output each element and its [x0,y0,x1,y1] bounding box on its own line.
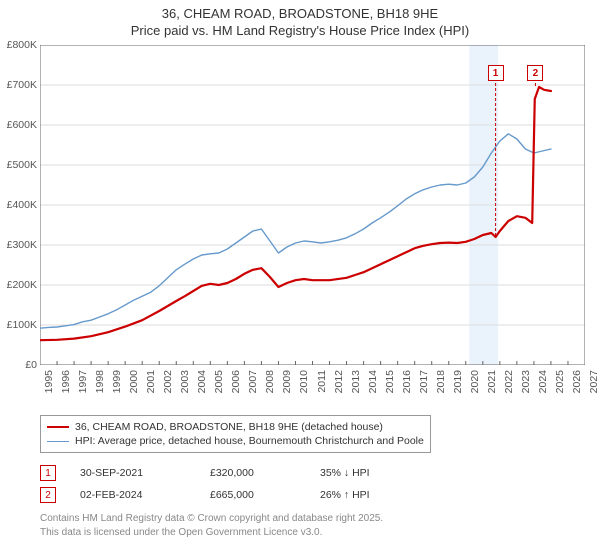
event-row: 1 30-SEP-2021 £320,000 35% ↓ HPI [40,462,440,484]
title-line2: Price paid vs. HM Land Registry's House … [0,23,600,38]
x-tick-label: 2002 [162,370,174,393]
event-delta: 26% ↑ HPI [320,489,440,501]
event-callout: 2 [527,65,543,81]
x-tick-label: 2014 [367,370,379,393]
x-tick-label: 2005 [213,370,225,393]
chart-container: 36, CHEAM ROAD, BROADSTONE, BH18 9HE Pri… [0,0,600,560]
x-tick-label: 2015 [384,370,396,393]
event-price: £320,000 [210,467,320,479]
x-tick-label: 2021 [486,370,498,393]
y-tick-label: £200K [0,279,37,291]
x-tick-label: 2019 [452,370,464,393]
legend-label: 36, CHEAM ROAD, BROADSTONE, BH18 9HE (de… [75,421,383,433]
event-marker-table: 1 30-SEP-2021 £320,000 35% ↓ HPI 2 02-FE… [40,462,440,506]
y-tick-label: £300K [0,239,37,251]
title-line1: 36, CHEAM ROAD, BROADSTONE, BH18 9HE [0,6,600,21]
legend-swatch [47,441,69,442]
y-tick-label: £400K [0,199,37,211]
y-tick-label: £100K [0,319,37,331]
event-marker-badge: 1 [40,465,56,481]
x-tick-label: 2011 [316,370,328,393]
x-tick-label: 2003 [179,370,191,393]
event-marker-badge: 2 [40,487,56,503]
line-chart [40,45,585,365]
x-tick-label: 2023 [520,370,532,393]
x-tick-label: 2013 [350,370,362,393]
x-tick-label: 2016 [401,370,413,393]
event-callout: 1 [488,65,504,81]
x-tick-label: 2018 [435,370,447,393]
x-tick-label: 2022 [503,370,515,393]
footer-line1: Contains HM Land Registry data © Crown c… [40,512,383,526]
x-tick-label: 2007 [247,370,259,393]
legend-swatch [47,426,69,428]
x-tick-label: 1997 [77,370,89,393]
legend-item-hpi: HPI: Average price, detached house, Bour… [47,434,424,448]
x-tick-label: 2010 [298,370,310,393]
y-tick-label: £0 [0,359,37,371]
x-tick-label: 2006 [230,370,242,393]
x-tick-label: 2008 [264,370,276,393]
x-tick-label: 2024 [537,370,549,393]
y-tick-label: £500K [0,159,37,171]
x-tick-label: 2025 [554,370,566,393]
x-tick-label: 2026 [571,370,583,393]
x-tick-label: 2017 [418,370,430,393]
x-tick-label: 1998 [94,370,106,393]
legend-label: HPI: Average price, detached house, Bour… [75,435,424,447]
title-block: 36, CHEAM ROAD, BROADSTONE, BH18 9HE Pri… [0,0,600,38]
event-row: 2 02-FEB-2024 £665,000 26% ↑ HPI [40,484,440,506]
x-tick-label: 2012 [333,370,345,393]
x-tick-label: 2027 [588,370,600,393]
x-tick-label: 2000 [128,370,140,393]
footer-line2: This data is licensed under the Open Gov… [40,526,383,540]
event-date: 30-SEP-2021 [80,467,210,479]
copyright-footer: Contains HM Land Registry data © Crown c… [40,512,383,539]
legend: 36, CHEAM ROAD, BROADSTONE, BH18 9HE (de… [40,415,431,453]
plot-area: £0£100K£200K£300K£400K£500K£600K£700K£80… [40,45,585,365]
y-tick-label: £700K [0,79,37,91]
x-tick-label: 2009 [281,370,293,393]
y-tick-label: £600K [0,119,37,131]
event-delta: 35% ↓ HPI [320,467,440,479]
event-price: £665,000 [210,489,320,501]
x-tick-label: 2020 [469,370,481,393]
x-tick-label: 2004 [196,370,208,393]
x-tick-label: 1995 [43,370,55,393]
x-tick-label: 1999 [111,370,123,393]
x-tick-label: 2001 [145,370,157,393]
event-date: 02-FEB-2024 [80,489,210,501]
y-tick-label: £800K [0,39,37,51]
legend-item-price-paid: 36, CHEAM ROAD, BROADSTONE, BH18 9HE (de… [47,420,424,434]
x-tick-label: 1996 [60,370,72,393]
